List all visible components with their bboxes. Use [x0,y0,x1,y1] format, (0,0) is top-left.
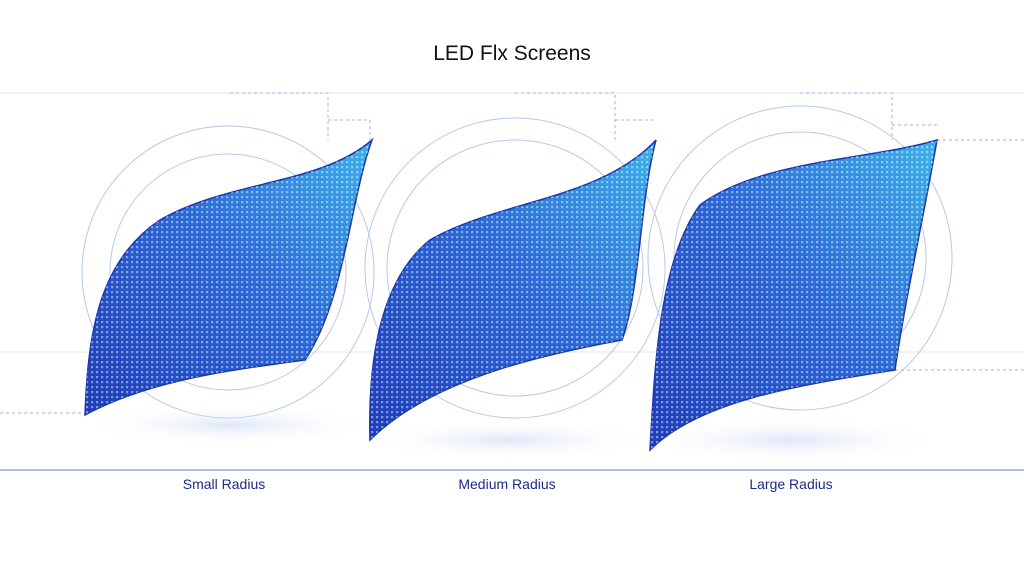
shadow [360,420,660,460]
panel-label: Large Radius [749,476,832,492]
title: LED Flx Screens [433,42,591,65]
screen-medium [369,139,657,442]
dashed-guides [0,92,1024,414]
screen-small [84,137,374,417]
screen-large [649,138,938,452]
panel-label: Medium Radius [458,476,555,492]
shadow [630,418,950,462]
shadow [80,405,380,445]
panel-label: Small Radius [183,476,265,492]
